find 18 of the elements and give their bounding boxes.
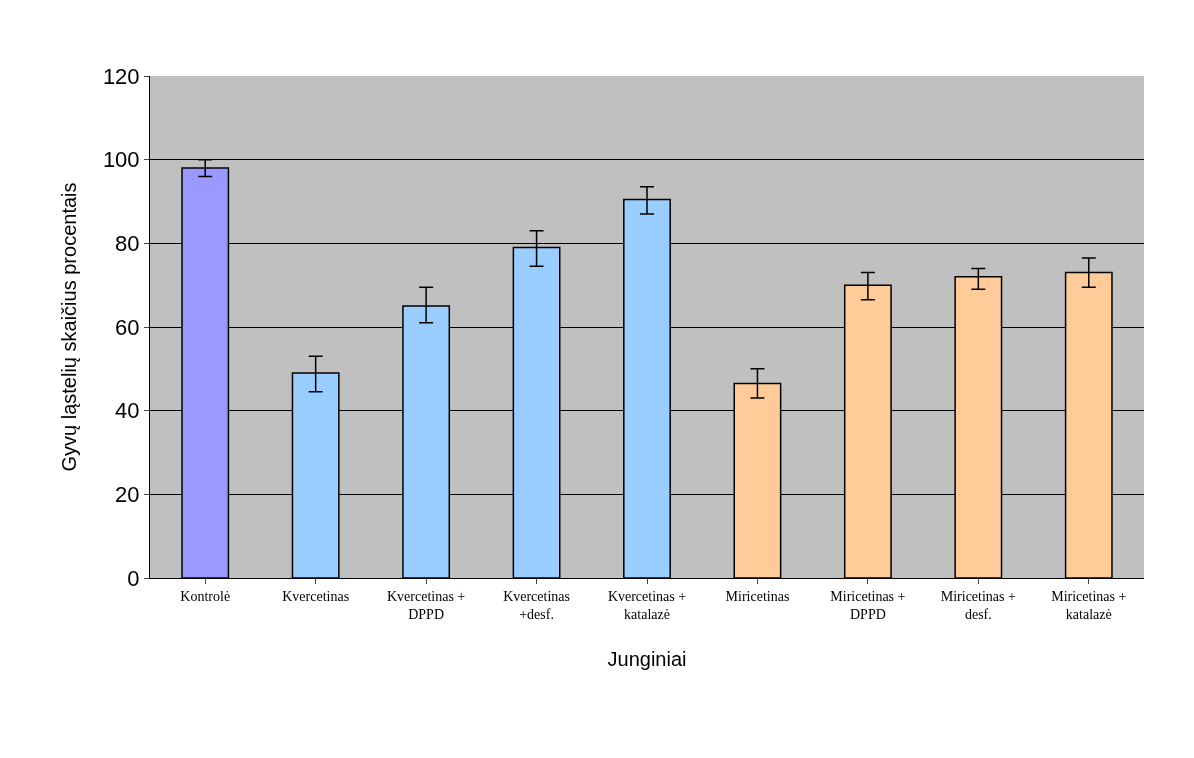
y-tick-label: 80 [115, 231, 140, 257]
y-tick-label: 20 [115, 482, 140, 508]
y-tick-label: 40 [115, 398, 140, 424]
x-tick-label: Miricetinas + desf. [940, 588, 1017, 622]
x-tick-label: Kvercetinas + katalazė [607, 588, 687, 622]
x-tick-label: Kvercetinas [282, 588, 350, 604]
y-tick-label: 60 [115, 314, 140, 340]
x-tick-label: Miricetinas + katalazė [1051, 588, 1127, 622]
x-tick-label: Miricetinas [725, 588, 790, 604]
x-tick-label: Kontrolė [180, 588, 231, 604]
x-tick-label: Miricetinas + DPPD [830, 588, 906, 622]
y-axis-title: Gyvų ląstelių skaičius procentais [58, 182, 81, 472]
y-tick-label: 100 [102, 147, 140, 173]
x-tick-label: Kvercetinas + DPPD [386, 588, 466, 622]
y-tick-label: 120 [102, 63, 140, 89]
y-tick-label: 0 [127, 565, 140, 591]
x-axis-title: Junginiai [607, 647, 687, 670]
x-tick-label: Kvercetinas +desf. [503, 588, 570, 622]
